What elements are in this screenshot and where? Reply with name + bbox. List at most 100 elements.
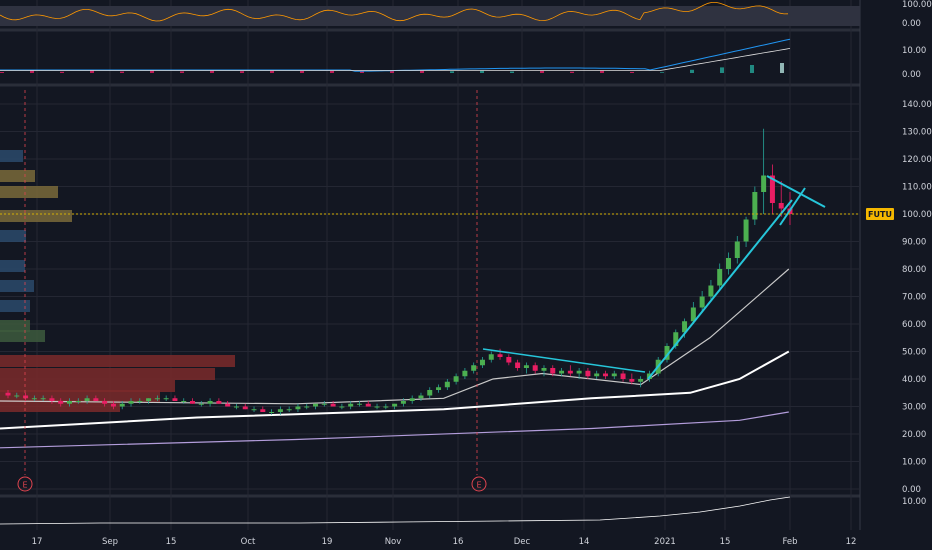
candle[interactable] — [383, 403, 389, 410]
candle[interactable] — [128, 398, 134, 407]
rsi-tick-label: 100.00 — [902, 0, 932, 10]
candle[interactable] — [163, 395, 169, 402]
candle[interactable] — [374, 403, 380, 410]
candle[interactable] — [313, 403, 319, 410]
candle[interactable] — [532, 362, 538, 374]
macd-signal-line — [0, 48, 791, 71]
candle[interactable] — [102, 398, 108, 407]
volume-profile-bar — [0, 280, 34, 292]
candle[interactable] — [708, 280, 714, 302]
candle[interactable] — [304, 403, 310, 410]
candle[interactable] — [690, 302, 696, 324]
candle[interactable] — [67, 398, 73, 407]
candle[interactable] — [427, 387, 433, 399]
candle[interactable] — [75, 398, 81, 404]
candle[interactable] — [23, 392, 29, 401]
candle[interactable] — [277, 406, 283, 415]
candle[interactable] — [752, 186, 758, 226]
candle[interactable] — [49, 395, 55, 404]
macd-histogram-bar — [540, 70, 544, 73]
candle[interactable] — [585, 368, 591, 379]
candle[interactable] — [576, 368, 582, 379]
candle[interactable] — [5, 390, 11, 399]
candle[interactable] — [269, 409, 275, 415]
candle[interactable] — [348, 401, 354, 410]
candle[interactable] — [137, 398, 143, 404]
time-axis[interactable]: 17 Sep 15 Oct 19 Nov 16 Dec 14 2021 15 Feb 12 — [32, 537, 857, 547]
candle[interactable] — [198, 401, 204, 407]
candle[interactable] — [40, 395, 46, 402]
candle[interactable] — [110, 401, 116, 410]
candle[interactable] — [216, 398, 222, 404]
candle[interactable] — [339, 403, 345, 410]
candle[interactable] — [761, 128, 767, 214]
candle[interactable] — [743, 216, 749, 247]
candle[interactable] — [31, 395, 37, 402]
macd-histogram-bar — [240, 71, 244, 73]
candle[interactable] — [664, 343, 670, 363]
candle[interactable] — [330, 401, 336, 407]
trend-line-resistance — [766, 175, 826, 208]
candle[interactable] — [444, 379, 450, 390]
moving-average-line — [0, 411, 789, 449]
candle[interactable] — [172, 395, 178, 402]
candle[interactable] — [84, 395, 90, 404]
candle[interactable] — [233, 403, 239, 410]
candle[interactable] — [541, 365, 547, 377]
candle[interactable] — [717, 263, 723, 292]
candle[interactable] — [611, 370, 617, 379]
candle[interactable] — [550, 365, 556, 377]
candle[interactable] — [594, 370, 600, 379]
candle[interactable] — [154, 395, 160, 402]
candle[interactable] — [207, 398, 213, 407]
volume-profile-bar — [0, 330, 45, 342]
candle[interactable] — [260, 406, 266, 413]
candle[interactable] — [286, 406, 292, 413]
candle[interactable] — [734, 236, 740, 264]
candle[interactable] — [506, 354, 512, 366]
candle[interactable] — [629, 373, 635, 385]
candle[interactable] — [778, 181, 784, 217]
earnings-marker-2[interactable]: E — [476, 481, 481, 490]
candle[interactable] — [58, 398, 64, 407]
candle[interactable] — [242, 403, 248, 410]
candle[interactable] — [462, 368, 468, 379]
candle[interactable] — [479, 357, 485, 368]
candle[interactable] — [392, 403, 398, 410]
candle[interactable] — [14, 392, 20, 399]
candle[interactable] — [602, 370, 608, 379]
candle[interactable] — [515, 359, 521, 371]
candle[interactable] — [436, 384, 442, 393]
candle[interactable] — [295, 403, 301, 412]
price-axis[interactable]: 140.00 130.00 120.00 110.00 100.00 90.00 80.00… — [902, 0, 932, 507]
candle[interactable] — [251, 406, 257, 413]
macd-histogram-bar — [300, 71, 304, 73]
candle[interactable] — [400, 398, 406, 407]
candle[interactable] — [119, 401, 125, 410]
candle[interactable] — [620, 370, 626, 382]
candle[interactable] — [190, 398, 196, 404]
candle[interactable] — [181, 398, 187, 404]
candle[interactable] — [409, 395, 415, 404]
candle[interactable] — [365, 401, 371, 407]
candle[interactable] — [567, 365, 573, 377]
earnings-marker-1[interactable]: E — [22, 481, 27, 490]
candle[interactable] — [453, 373, 459, 385]
candle[interactable] — [321, 401, 327, 407]
candle[interactable] — [93, 395, 99, 402]
candle[interactable] — [699, 291, 705, 313]
candle[interactable] — [488, 351, 494, 363]
candle[interactable] — [418, 392, 424, 401]
candle[interactable] — [356, 401, 362, 407]
candle[interactable] — [146, 398, 152, 404]
candle[interactable] — [638, 376, 644, 388]
candle[interactable] — [725, 252, 731, 275]
volume-profile — [0, 150, 235, 412]
candle[interactable] — [769, 164, 775, 215]
candle[interactable] — [559, 368, 565, 377]
candle[interactable] — [523, 362, 529, 374]
candle[interactable] — [471, 362, 477, 374]
candle[interactable] — [225, 401, 231, 407]
candle[interactable] — [497, 348, 503, 360]
